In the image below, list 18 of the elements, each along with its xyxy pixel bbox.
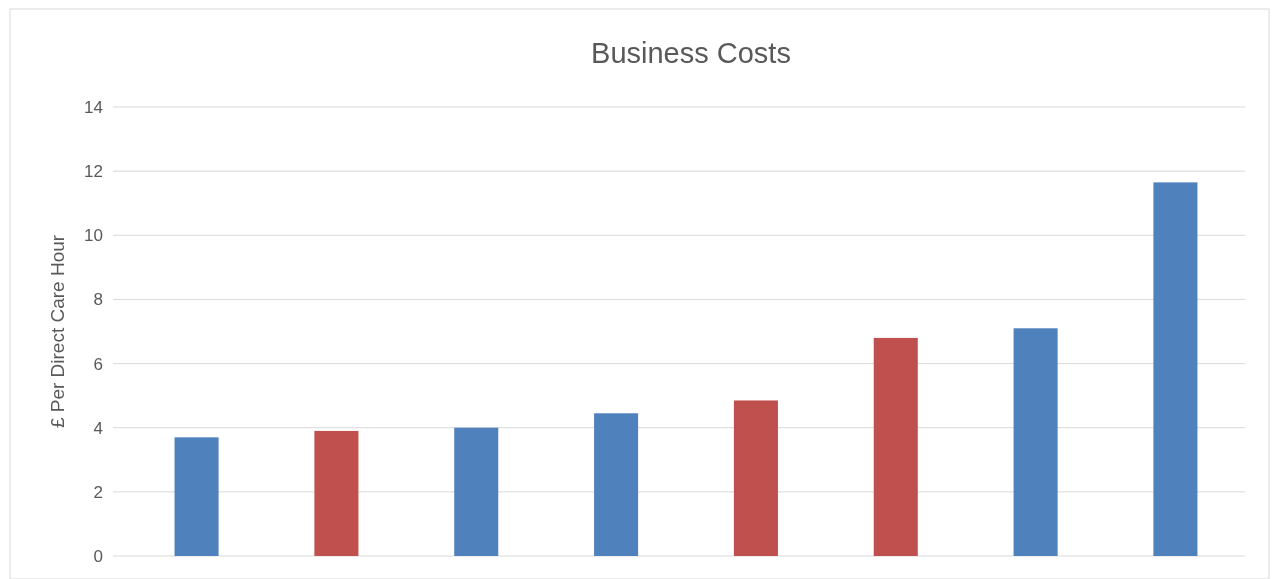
y-tick-label: 4 [93,418,103,438]
bar [314,430,359,556]
chart-title: Business Costs [591,37,791,69]
y-tick-label: 12 [84,162,103,182]
y-axis-title: £ Per Direct Care Hour [47,234,68,429]
bar [454,427,499,556]
bar [1013,328,1058,556]
y-tick-label: 0 [93,546,103,566]
y-tick-label: 14 [84,97,103,117]
y-tick-label: 2 [93,482,103,502]
y-tick-label: 6 [93,354,103,374]
bar [1153,182,1198,556]
bar [733,400,778,556]
bar [174,437,219,556]
y-tick-label: 8 [93,290,103,310]
bar [873,337,918,556]
y-tick-label: 10 [84,226,103,246]
bar [594,413,639,556]
